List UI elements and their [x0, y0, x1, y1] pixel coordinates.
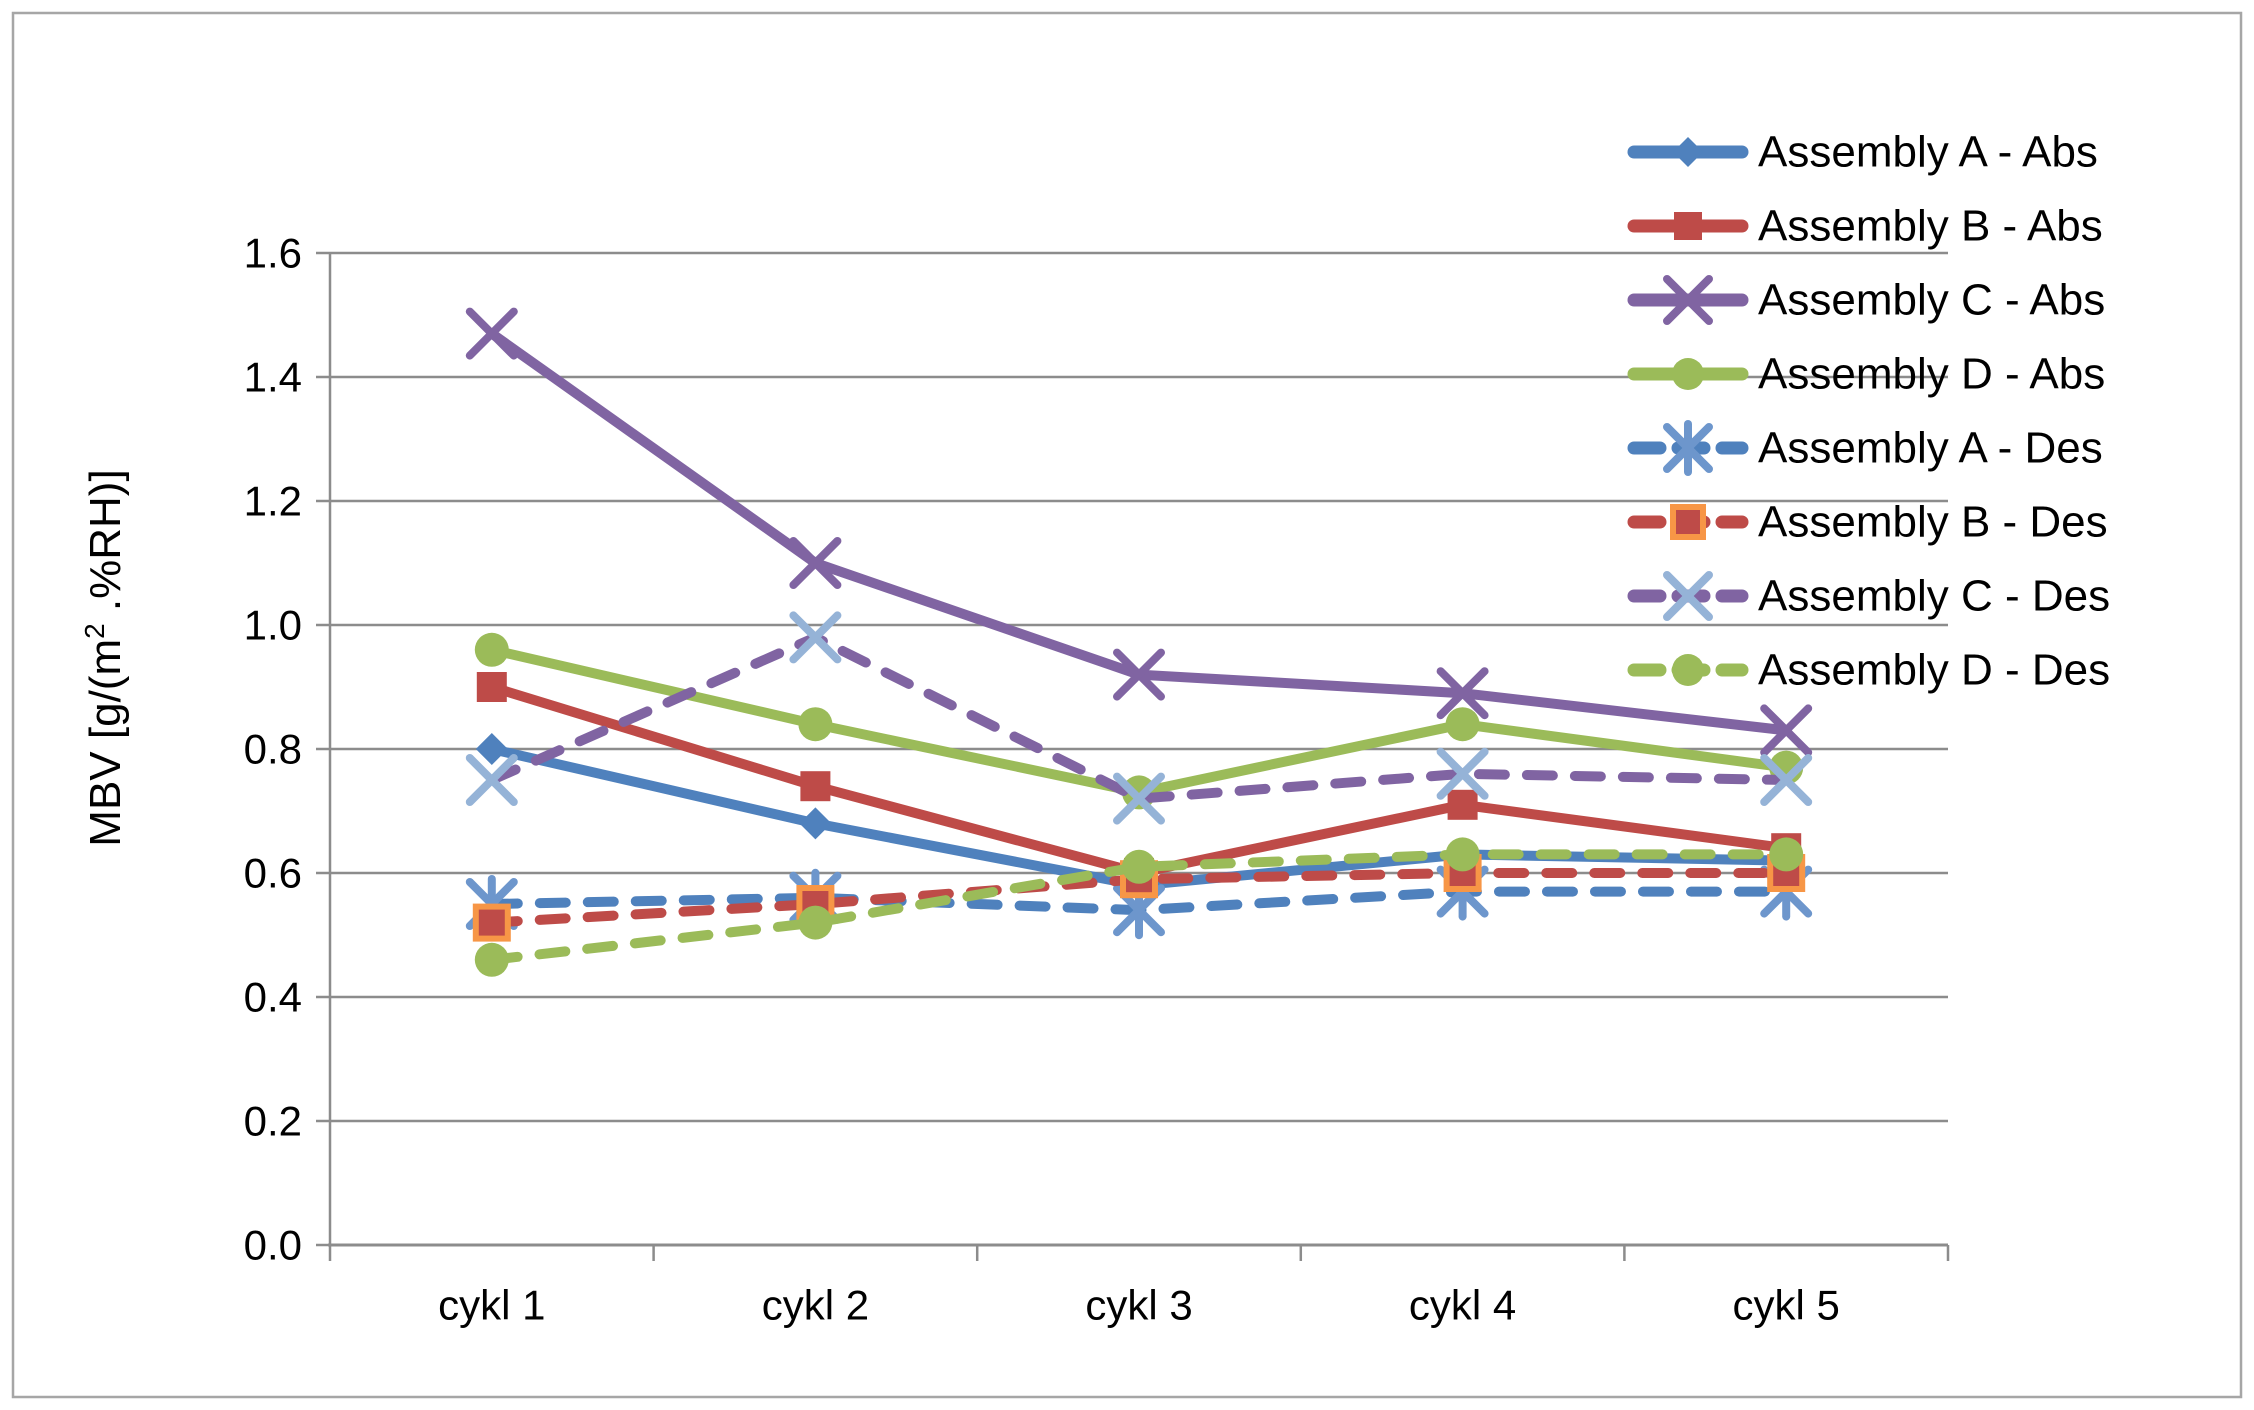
y-tick-label: 1.6 — [244, 230, 302, 277]
x-category-label: cykl 2 — [762, 1282, 869, 1329]
series-assembly-c-des-x-marker — [465, 754, 518, 806]
legend-item-assembly-b-abs-square-marker — [1674, 212, 1702, 240]
legend-item-assembly-d-des-label: Assembly D - Des — [1758, 646, 2110, 695]
legend-item-assembly-b-abs-label: Assembly B - Abs — [1758, 202, 2103, 251]
x-category-label: cykl 5 — [1733, 1282, 1840, 1329]
y-axis-title: MBV [g/(m2 .%RH)] — [79, 469, 130, 846]
legend-item-assembly-c-abs-x-marker — [1663, 275, 1713, 325]
series-assembly-d-des-circle-marker — [1122, 849, 1156, 884]
series-assembly-c-abs-x-marker — [1436, 667, 1489, 720]
series-assembly-c-abs-x-marker — [789, 537, 842, 589]
y-tick-label: 1.0 — [244, 602, 302, 649]
legend-item-assembly-d-des-circle-marker — [1672, 654, 1704, 686]
legend-item-assembly-a-des-label: Assembly A - Des — [1758, 424, 2103, 473]
y-tick-label: 1.4 — [244, 354, 302, 401]
series-assembly-c-des-x-marker — [1760, 754, 1813, 806]
series-assembly-c-abs-x-marker — [1113, 648, 1165, 701]
x-category-label: cykl 3 — [1085, 1282, 1192, 1329]
series-assembly-c-abs-x-marker — [465, 307, 518, 360]
series-assembly-b-abs-square-marker — [1447, 789, 1478, 820]
series-assembly-d-abs-circle-marker — [474, 632, 509, 667]
legend-item-assembly-a-abs-diamond-marker — [1673, 137, 1703, 167]
series-assembly-d-des-circle-marker — [1769, 837, 1804, 872]
y-tick-label: 0.0 — [244, 1222, 302, 1269]
y-tick-label: 0.4 — [244, 974, 302, 1021]
series-assembly-a-abs-diamond-marker — [799, 807, 832, 840]
series-assembly-c-des-x-marker — [1113, 772, 1165, 825]
y-tick-label: 0.8 — [244, 726, 302, 773]
series-assembly-d-des-circle-marker — [474, 942, 509, 977]
series-assembly-d-des-circle-marker — [798, 905, 833, 940]
series-assembly-c-des-x-marker — [789, 611, 842, 664]
series-assembly-d-abs-circle-marker — [1445, 707, 1480, 742]
series-assembly-b-abs-square-marker — [800, 771, 831, 802]
y-tick-label: 0.2 — [244, 1098, 302, 1145]
x-category-label: cykl 4 — [1409, 1282, 1516, 1329]
y-tick-label: 1.2 — [244, 478, 302, 525]
series-assembly-b-des-bordered-square-marker — [472, 903, 511, 942]
series-assembly-c-abs-x-marker — [1760, 704, 1813, 757]
legend-item-assembly-c-abs-label: Assembly C - Abs — [1758, 276, 2105, 325]
series-assembly-b-abs-square-marker — [476, 672, 507, 702]
legend-item-assembly-b-des-label: Assembly B - Des — [1758, 498, 2108, 547]
chart-frame-border — [11, 11, 2243, 1399]
legend-item-assembly-a-abs-label: Assembly A - Abs — [1758, 128, 2098, 177]
series-assembly-d-abs-circle-marker — [798, 707, 833, 742]
legend-item-assembly-c-des-x-marker — [1663, 571, 1713, 621]
series-assembly-d-des-circle-marker — [1445, 837, 1480, 872]
series-assembly-a-abs-diamond-marker — [475, 733, 508, 765]
legend-item-assembly-d-abs-circle-marker — [1672, 358, 1704, 390]
y-tick-label: 0.6 — [244, 850, 302, 897]
x-category-label: cykl 1 — [438, 1282, 545, 1329]
legend-item-assembly-d-abs-label: Assembly D - Abs — [1758, 350, 2105, 399]
series-assembly-c-des-x-marker — [1436, 747, 1489, 800]
legend-item-assembly-b-des-bordered-square-marker — [1670, 504, 1706, 540]
legend-item-assembly-c-des-label: Assembly C - Des — [1758, 572, 2110, 621]
